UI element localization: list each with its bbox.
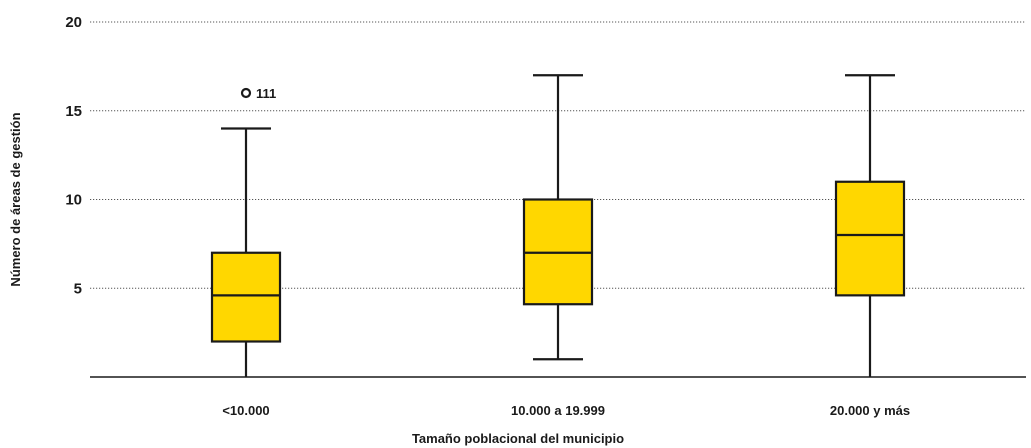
y-tick-labels: 5 10 15 20 bbox=[65, 14, 82, 297]
outlier-point bbox=[240, 87, 252, 99]
box-iqr bbox=[210, 251, 282, 343]
outlier-label: 111 bbox=[256, 86, 276, 101]
box-group bbox=[834, 74, 906, 377]
x-axis-title: Tamaño poblacional del municipio bbox=[412, 431, 624, 446]
y-tick-label: 5 bbox=[74, 280, 82, 297]
y-tick-label: 15 bbox=[65, 103, 82, 120]
box-group bbox=[522, 74, 594, 361]
x-category-labels: <10.000 10.000 a 19.999 20.000 y más bbox=[222, 403, 910, 418]
box-group: 111 bbox=[210, 86, 282, 377]
x-category-label: 20.000 y más bbox=[830, 403, 910, 418]
box-iqr bbox=[834, 180, 906, 297]
y-tick-label: 20 bbox=[65, 14, 82, 31]
y-tick-label: 10 bbox=[65, 192, 82, 209]
x-category-label: 10.000 a 19.999 bbox=[511, 403, 605, 418]
y-axis-title: Número de áreas de gestión bbox=[8, 112, 23, 286]
x-category-label: <10.000 bbox=[222, 403, 269, 418]
box-layer: 111 bbox=[210, 74, 906, 377]
